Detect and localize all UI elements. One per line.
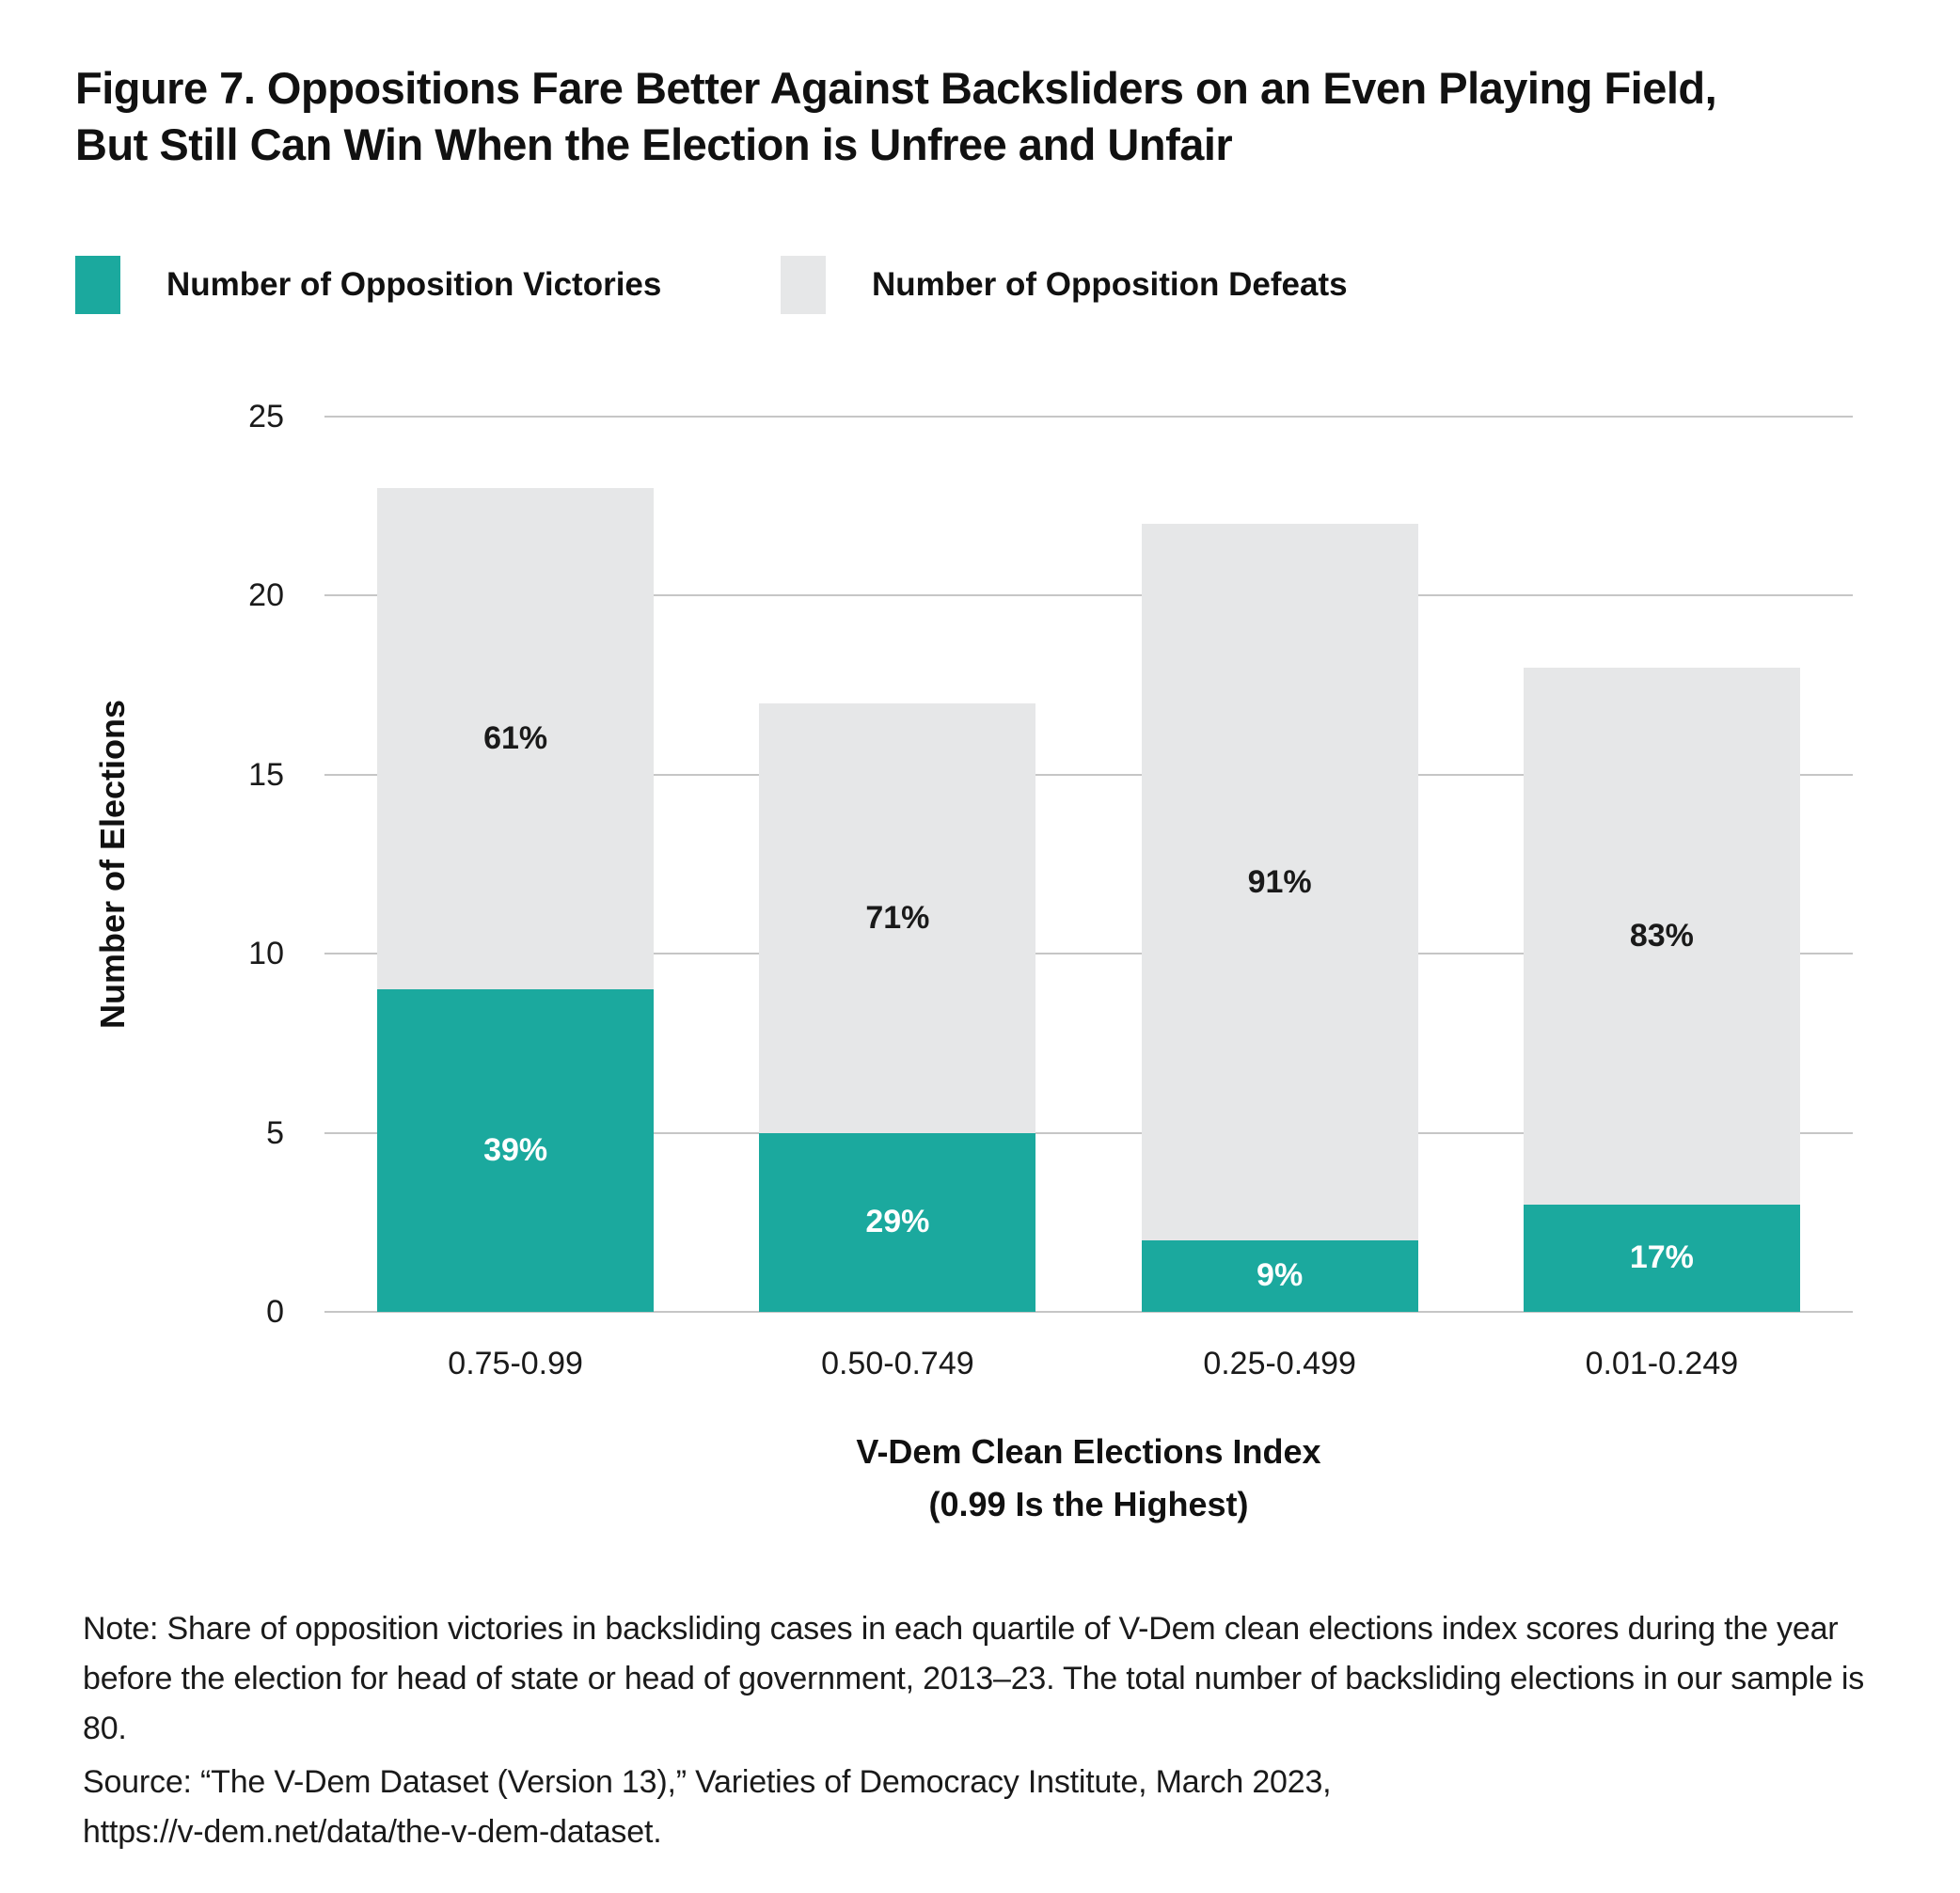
- legend-label-victories: Number of Opposition Victories: [166, 266, 662, 303]
- legend-item-victories: Number of Opposition Victories: [75, 256, 661, 314]
- y-axis-title: Number of Elections: [93, 699, 132, 1030]
- gridline: [324, 1311, 1853, 1313]
- bar-segment-victories: 29%: [759, 1132, 1036, 1312]
- y-tick-label: 0: [266, 1294, 284, 1330]
- y-tick-label: 20: [248, 577, 284, 614]
- bar-segment-victories: 9%: [1141, 1239, 1418, 1312]
- x-axis-title: V-Dem Clean Elections Index (0.99 Is the…: [856, 1432, 1321, 1523]
- bar-segment-defeats: 83%: [1523, 667, 1800, 1205]
- bar-segment-defeats: 71%: [759, 702, 1036, 1133]
- legend-label-defeats: Number of Opposition Defeats: [872, 266, 1348, 303]
- note-text: Note: Share of opposition victories in b…: [83, 1611, 1865, 1747]
- x-tick-label: 0.01-0.249: [1585, 1346, 1739, 1381]
- gridline: [324, 416, 1853, 418]
- legend-swatch-defeats: [781, 256, 826, 314]
- y-tick-label: 15: [248, 756, 284, 793]
- bar-label-victories: 39%: [483, 1132, 548, 1169]
- bar-label-defeats: 61%: [483, 720, 548, 757]
- figure-notes: Note: Share of opposition victories in b…: [83, 1604, 1903, 1857]
- x-tick-label: 0.75-0.99: [448, 1346, 583, 1381]
- gridline: [324, 1131, 1853, 1134]
- gridline: [324, 594, 1853, 597]
- bar-label-defeats: 83%: [1629, 917, 1694, 954]
- bar-label-victories: 17%: [1629, 1239, 1694, 1276]
- bar-segment-defeats: 61%: [377, 488, 655, 990]
- plot-area: 0 5 10 15 20 25 39% 61% 0.75-0.99 29% 71% 0.50-0.74…: [248, 399, 1853, 1381]
- legend-item-defeats: Number of Opposition Defeats: [781, 256, 1348, 314]
- legend-swatch-victories: [75, 256, 120, 314]
- bar-segment-victories: 39%: [377, 989, 655, 1312]
- bar-segment-defeats: 91%: [1141, 524, 1418, 1240]
- gridline: [324, 773, 1853, 776]
- y-tick-label: 10: [248, 936, 284, 972]
- y-tick-label: 5: [266, 1114, 284, 1151]
- figure-title: Figure 7. Oppositions Fare Better Agains…: [75, 63, 1717, 170]
- y-tick-label: 25: [248, 399, 284, 434]
- x-tick-label: 0.50-0.749: [821, 1346, 974, 1381]
- x-tick-label: 0.25-0.499: [1203, 1346, 1356, 1381]
- bar-label-victories: 29%: [865, 1204, 930, 1240]
- bar-segment-victories: 17%: [1523, 1204, 1800, 1312]
- bar-label-victories: 9%: [1257, 1257, 1304, 1294]
- bar-label-defeats: 71%: [865, 899, 930, 936]
- source-text: Source: “The V-Dem Dataset (Version 13),…: [83, 1764, 1332, 1851]
- bar-label-defeats: 91%: [1247, 863, 1312, 900]
- gridline: [324, 953, 1853, 955]
